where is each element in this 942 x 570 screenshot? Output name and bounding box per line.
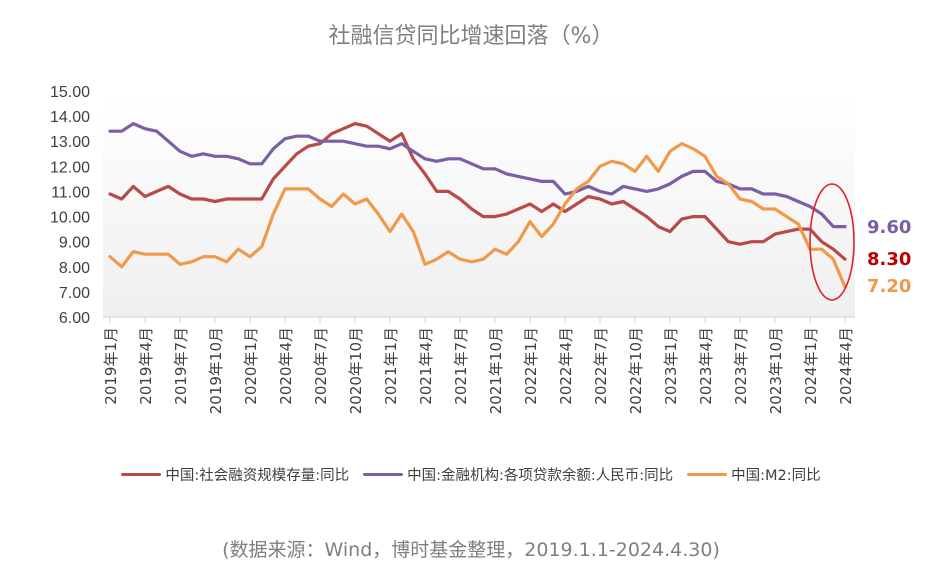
y-tick-label: 9.00 <box>59 235 90 252</box>
y-tick-label: 10.00 <box>50 210 90 227</box>
x-tick-label: 2021年4月 <box>417 327 435 405</box>
x-tick-label: 2022年7月 <box>592 327 610 405</box>
legend-item-loans: 中国:金融机构:各项贷款余额:人民币:同比 <box>363 464 673 485</box>
x-tick-label: 2020年7月 <box>312 327 330 405</box>
plot-area <box>103 91 855 317</box>
end-value-label: 9.60 <box>867 217 911 238</box>
y-tick-label: 13.00 <box>50 134 90 151</box>
x-tick-label: 2021年10月 <box>487 327 505 414</box>
y-tick-label: 15.00 <box>50 84 90 101</box>
y-tick-label: 8.00 <box>59 260 90 277</box>
x-tick-label: 2022年1月 <box>522 327 540 405</box>
end-value-label: 7.20 <box>867 276 911 297</box>
y-tick-label: 11.00 <box>51 184 90 201</box>
legend-item-m2: 中国:M2:同比 <box>687 464 821 485</box>
x-tick-label: 2023年1月 <box>662 327 680 405</box>
legend-label: 中国:社会融资规模存量:同比 <box>165 468 350 484</box>
y-tick-label: 6.00 <box>59 310 90 327</box>
legend-item-tsf: 中国:社会融资规模存量:同比 <box>121 464 349 485</box>
x-tick-label: 2019年7月 <box>172 327 190 405</box>
source-note: (数据来源：Wind，博时基金整理，2019.1.1-2024.4.30) <box>222 539 720 561</box>
x-tick-label: 2023年7月 <box>732 327 750 405</box>
x-tick-label: 2019年1月 <box>102 327 120 405</box>
series-line-1 <box>108 122 847 229</box>
series-line-2 <box>108 142 847 289</box>
x-tick-label: 2022年4月 <box>557 327 575 405</box>
y-tick-label: 7.00 <box>59 285 90 302</box>
x-tick-label: 2022年10月 <box>627 327 645 414</box>
legend-swatch <box>363 473 404 476</box>
x-tick-label: 2021年1月 <box>382 327 400 405</box>
x-tick-label: 2020年4月 <box>277 327 295 405</box>
x-tick-label: 2019年10月 <box>207 327 225 414</box>
x-tick-label: 2024年1月 <box>802 327 820 405</box>
legend-label: 中国:M2:同比 <box>731 468 821 484</box>
chart-title: 社融信贷同比增速回落（%） <box>328 24 614 49</box>
x-tick-label: 2019年4月 <box>137 327 155 405</box>
y-tick-label: 12.00 <box>50 159 90 176</box>
legend-swatch <box>121 473 162 476</box>
legend: 中国:社会融资规模存量:同比 中国:金融机构:各项贷款余额:人民币:同比 中国:… <box>0 464 942 485</box>
x-tick-label: 2020年10月 <box>347 327 365 414</box>
legend-swatch <box>687 473 728 476</box>
x-tick-label: 2023年10月 <box>767 327 785 414</box>
x-tick-label: 2020年1月 <box>242 327 260 405</box>
legend-label: 中国:金融机构:各项贷款余额:人民币:同比 <box>407 468 674 484</box>
x-tick-label: 2023年4月 <box>697 327 715 405</box>
x-tick-label: 2021年7月 <box>452 327 470 405</box>
end-value-label: 8.30 <box>867 249 911 270</box>
highlight-ellipse <box>809 183 855 301</box>
x-tick-label: 2024年4月 <box>837 327 855 405</box>
series-line-0 <box>108 122 847 261</box>
y-tick-label: 14.00 <box>50 109 90 126</box>
